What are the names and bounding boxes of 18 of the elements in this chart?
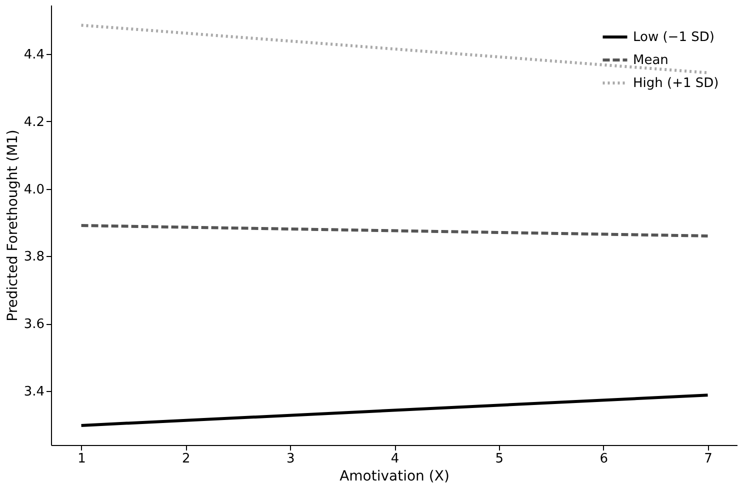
- legend-label: High (+1 SD): [633, 76, 719, 91]
- legend-label: Low (−1 SD): [633, 30, 714, 45]
- y-tick-label: 3.8: [24, 250, 44, 265]
- x-tick-label: 2: [182, 452, 190, 466]
- y-tick-label: 4.4: [24, 47, 44, 62]
- y-tick-label: 4.2: [24, 114, 44, 130]
- x-tick-label: 1: [78, 452, 86, 466]
- y-tick-label: 4.0: [24, 182, 44, 198]
- y-tick-label: 3.6: [24, 317, 44, 332]
- x-tick-label: 7: [704, 452, 712, 466]
- x-axis-title: Amotivation (X): [340, 468, 450, 484]
- y-axis-title: Predicted Forethought (M1): [4, 130, 21, 322]
- x-tick-label: 6: [600, 452, 608, 466]
- x-tick-label: 4: [390, 452, 400, 466]
- x-tick-label: 3: [286, 452, 295, 466]
- legend-label: Mean: [633, 53, 668, 68]
- x-tick-label: 5: [495, 452, 504, 466]
- y-tick-label: 3.4: [24, 384, 44, 400]
